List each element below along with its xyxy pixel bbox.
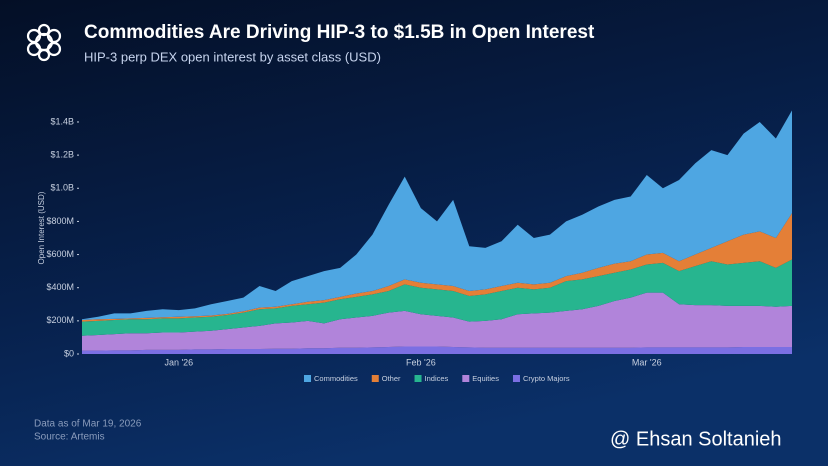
legend-swatch bbox=[462, 375, 470, 382]
x-tick-label: Jan '26 bbox=[164, 357, 193, 367]
legend-label: Commodities bbox=[314, 374, 358, 383]
legend-label: Equities bbox=[472, 374, 499, 383]
y-tick-label: $400M bbox=[46, 282, 74, 292]
legend-label: Other bbox=[382, 374, 401, 383]
legend: Commodities Other Indices Equities Crypto Ma… bbox=[304, 374, 570, 383]
y-axis-label: Open Interest (USD) bbox=[37, 191, 46, 264]
chart-title: Commodities Are Driving HIP-3 to $1.5B i… bbox=[84, 22, 595, 43]
chart-subtitle: HIP-3 perp DEX open interest by asset cl… bbox=[84, 49, 381, 64]
y-tick-label: $1.4B bbox=[50, 116, 74, 126]
y-tick-label: $1.0B bbox=[50, 183, 74, 193]
legend-label: Indices bbox=[425, 374, 449, 383]
y-tick-label: $800M bbox=[46, 216, 74, 226]
legend-swatch bbox=[414, 375, 422, 382]
legend-swatch bbox=[371, 375, 379, 382]
area bbox=[82, 110, 792, 321]
area bbox=[82, 292, 792, 351]
source: Source: Artemis bbox=[34, 432, 105, 443]
logo bbox=[26, 23, 62, 62]
legend-swatch bbox=[512, 375, 520, 382]
legend-label: Crypto Majors bbox=[523, 374, 570, 383]
x-tick-label: Feb '26 bbox=[406, 357, 436, 367]
y-tick-label: $200M bbox=[46, 315, 74, 325]
legend-swatch bbox=[304, 375, 311, 382]
watermark: @ Ehsan Soltanieh bbox=[610, 428, 782, 450]
y-tick-label: $0 bbox=[64, 348, 74, 358]
y-tick-label: $1.2B bbox=[50, 149, 74, 159]
area bbox=[82, 346, 792, 354]
footnote: Data as of Mar 19, 2026 bbox=[34, 419, 142, 430]
x-tick-label: Mar '26 bbox=[632, 357, 662, 367]
y-tick-label: $600M bbox=[46, 249, 74, 259]
area bbox=[82, 259, 792, 336]
plot-area: $0 $200M $400M $600M $800M $1.0B $1.2B $1.4B Jan… bbox=[46, 110, 792, 383]
